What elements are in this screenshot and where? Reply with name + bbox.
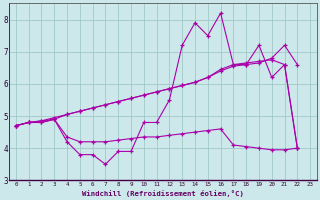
X-axis label: Windchill (Refroidissement éolien,°C): Windchill (Refroidissement éolien,°C)	[82, 190, 244, 197]
